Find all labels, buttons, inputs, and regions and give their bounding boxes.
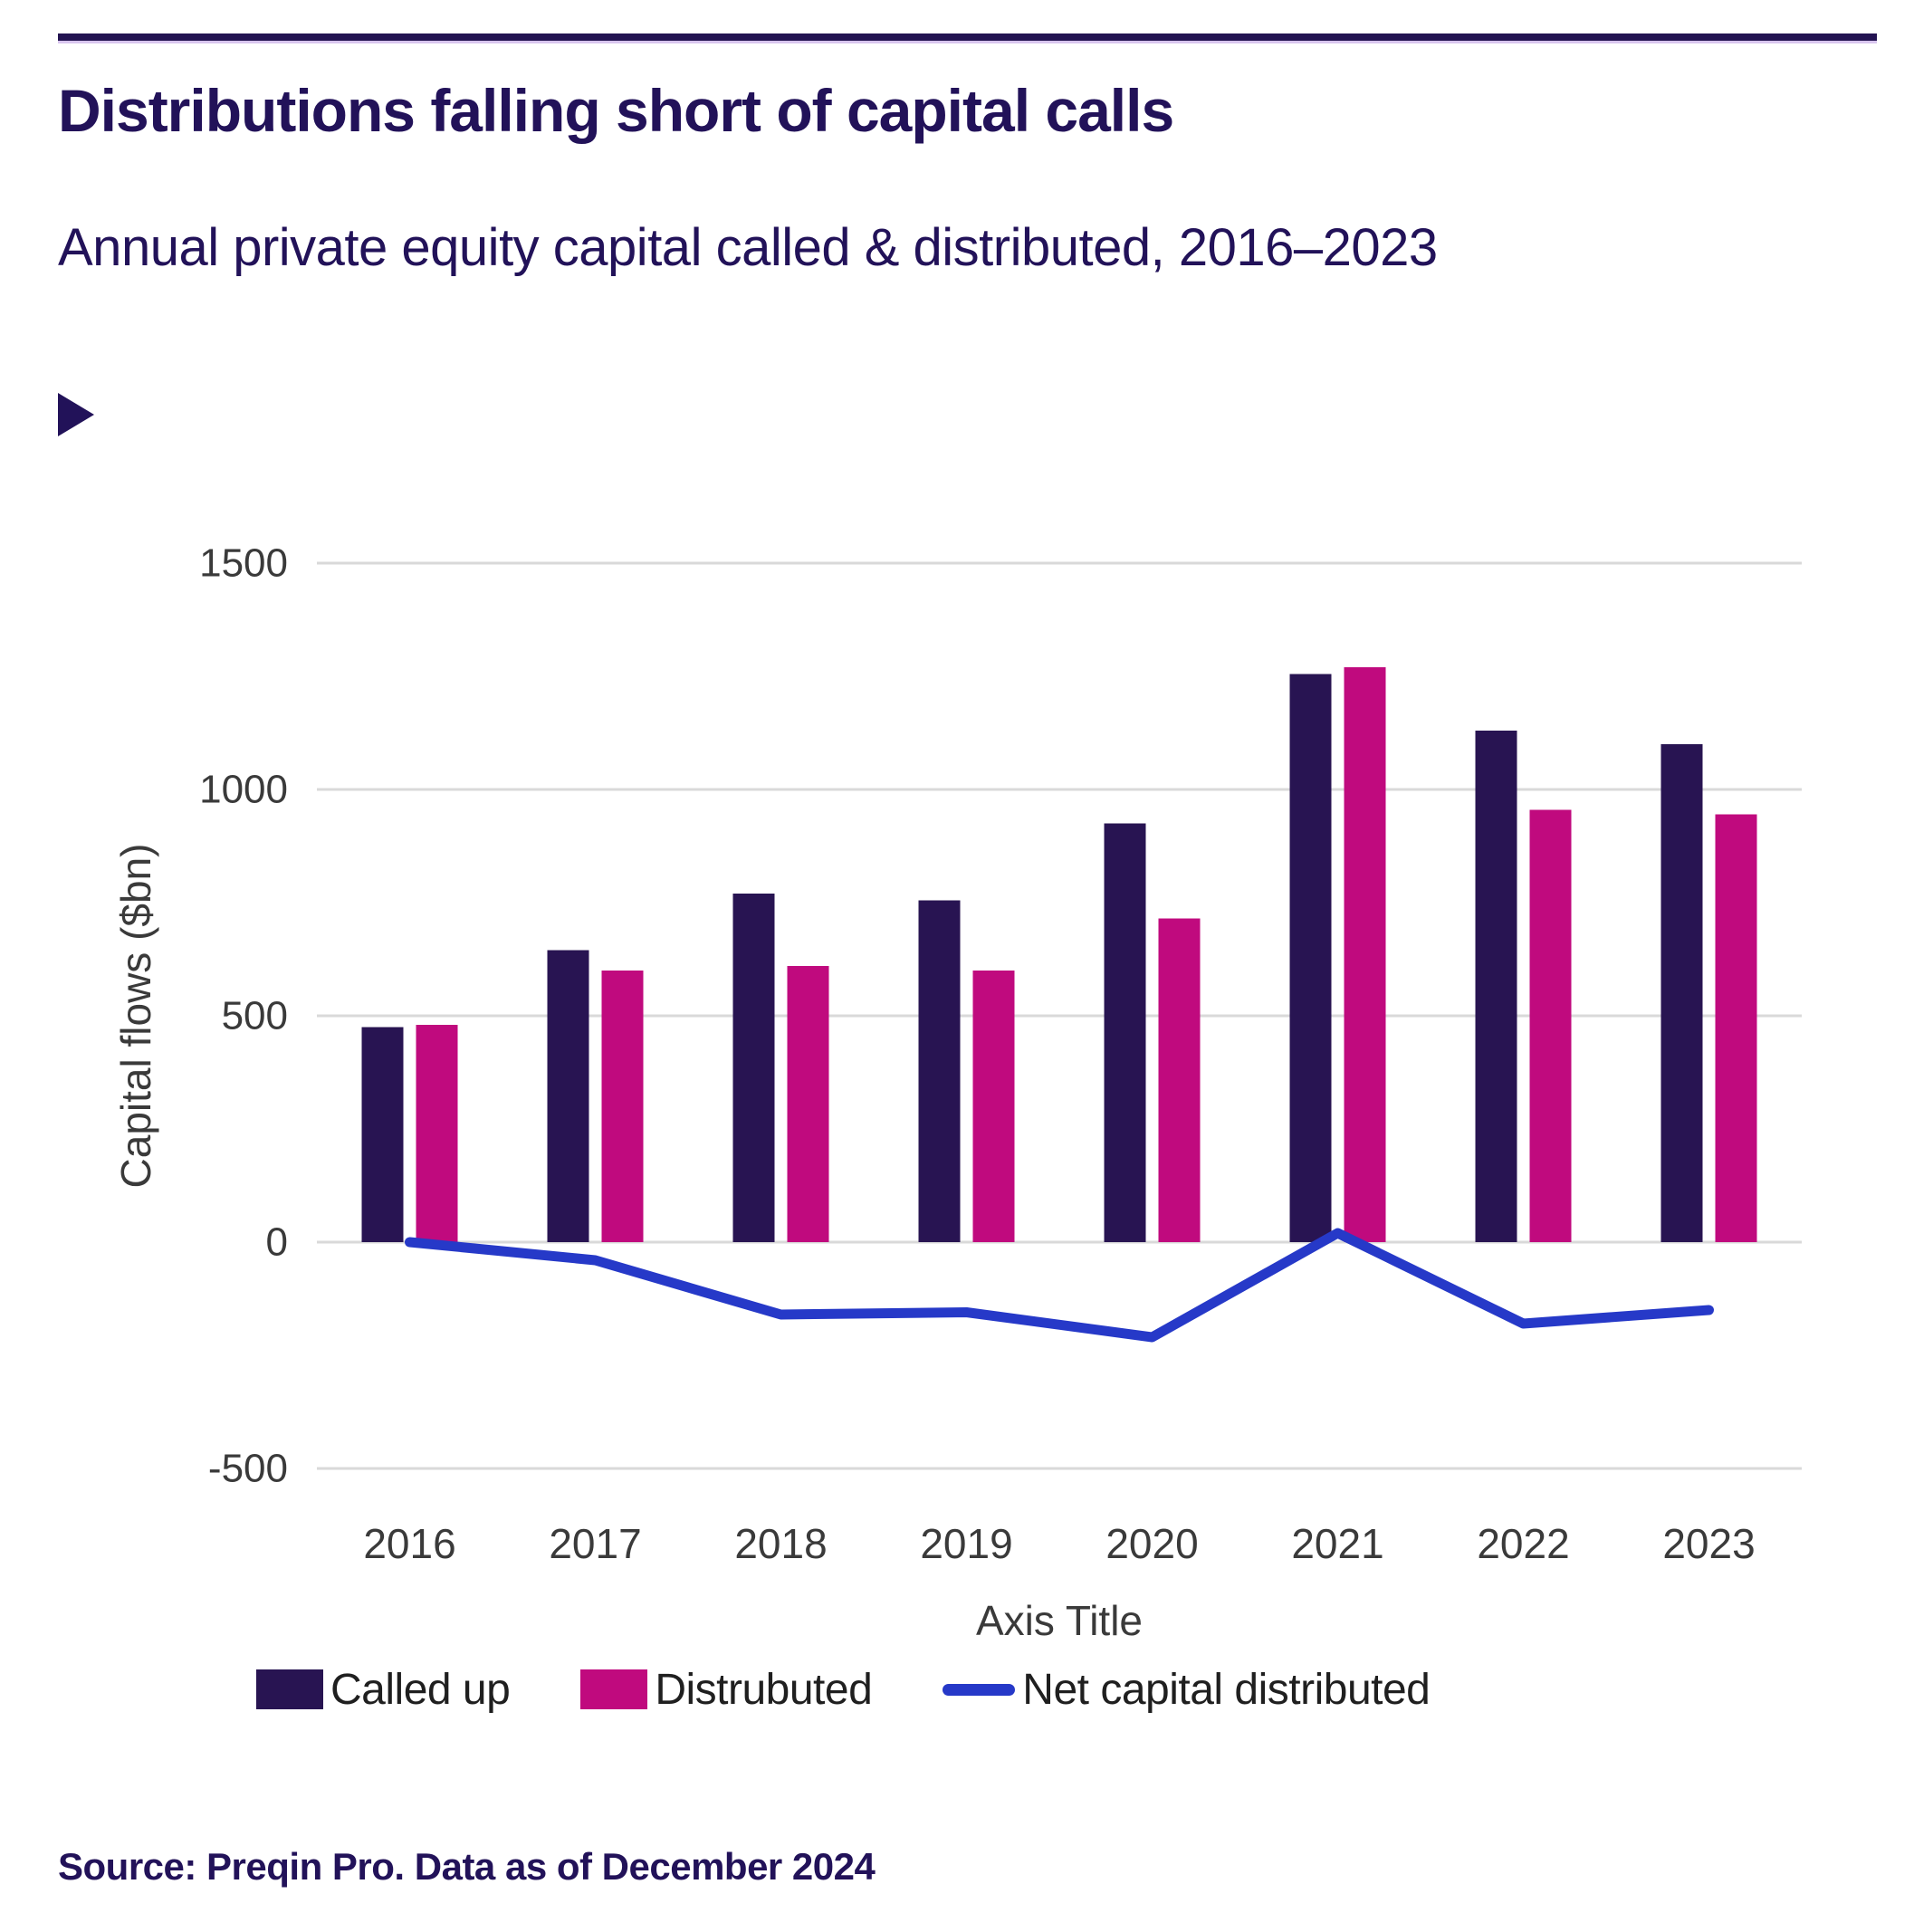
y-tick-label: 0 <box>266 1220 288 1265</box>
y-tick-label: 1500 <box>199 541 288 586</box>
x-tick-label-2020: 2020 <box>1105 1520 1198 1567</box>
bar-called_up-2017 <box>547 950 589 1242</box>
source-note: Source: Preqin Pro. Data as of December … <box>58 1845 876 1888</box>
x-axis-title: Axis Title <box>976 1597 1143 1644</box>
legend-label: Called up <box>330 1665 511 1714</box>
bar-distributed-2019 <box>972 971 1015 1242</box>
legend-swatch-distributed <box>580 1669 648 1709</box>
y-tick-label: 1000 <box>199 768 288 812</box>
bar-distributed-2022 <box>1529 809 1572 1242</box>
bar-distributed-2023 <box>1715 814 1757 1242</box>
legend-item-called_up: Called up <box>256 1665 511 1715</box>
bar-called_up-2020 <box>1104 823 1146 1242</box>
legend-swatch-called_up <box>256 1669 323 1709</box>
x-tick-label-2022: 2022 <box>1477 1520 1569 1567</box>
legend-swatch-net_line <box>943 1683 1016 1696</box>
legend-item-net_line: Net capital distributed <box>943 1665 1431 1715</box>
x-tick-label-2021: 2021 <box>1291 1520 1383 1567</box>
y-tick-label: -500 <box>208 1447 288 1491</box>
page-subtitle: Annual private equity capital called & d… <box>58 218 1438 277</box>
bar-called_up-2018 <box>732 894 775 1242</box>
bar-distributed-2018 <box>787 966 829 1242</box>
bar-distributed-2016 <box>416 1025 458 1242</box>
x-tick-label-2017: 2017 <box>549 1520 641 1567</box>
y-axis-title: Capital flows ($bn) <box>112 844 159 1189</box>
x-tick-label-2016: 2016 <box>363 1520 455 1567</box>
bar-called_up-2019 <box>918 900 961 1242</box>
x-tick-label-2018: 2018 <box>734 1520 827 1567</box>
y-tick-label: 500 <box>222 994 288 1038</box>
bar-called_up-2022 <box>1475 731 1517 1242</box>
bar-called_up-2023 <box>1660 744 1703 1242</box>
net-capital-line <box>405 1228 1714 1343</box>
legend-label: Net capital distributed <box>1022 1665 1431 1714</box>
legend-label: Distrubuted <box>655 1665 873 1714</box>
bar-distributed-2021 <box>1344 667 1386 1242</box>
bar-called_up-2016 <box>361 1027 404 1242</box>
chart-legend: Called up Distrubuted Net capital distribu… <box>256 1664 1431 1715</box>
x-tick-label-2023: 2023 <box>1662 1520 1755 1567</box>
top-divider-rule <box>58 33 1877 43</box>
bar-distributed-2020 <box>1158 918 1201 1242</box>
page-title: Distributions falling short of capital c… <box>58 77 1174 144</box>
play-triangle-icon <box>58 393 94 436</box>
legend-item-distributed: Distrubuted <box>580 1665 873 1715</box>
bar-distributed-2017 <box>601 971 644 1242</box>
bar-called_up-2021 <box>1289 674 1332 1242</box>
x-tick-label-2019: 2019 <box>920 1520 1012 1567</box>
